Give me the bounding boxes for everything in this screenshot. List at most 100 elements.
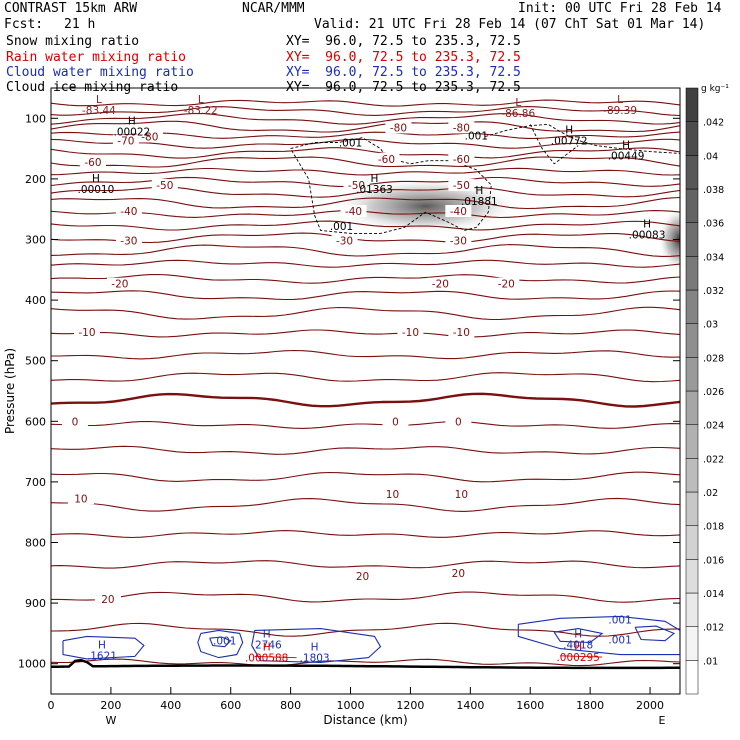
colorbar-tick-label: .022 — [703, 454, 724, 465]
y-tick-label: 600 — [25, 415, 46, 428]
temperature-contour — [51, 106, 680, 117]
contour-label-bg — [379, 488, 406, 501]
temperature-contour — [51, 112, 680, 125]
extremum-marker: H — [574, 629, 582, 641]
contour-label-bg — [445, 415, 472, 428]
y-tick-label: 1000 — [18, 658, 46, 671]
extremum-value: .4018 — [563, 640, 593, 652]
y-tick-label: 200 — [25, 173, 46, 186]
temperature-contour-label: -40 — [120, 206, 137, 218]
x-tick-label: 1200 — [396, 699, 424, 712]
x-tick-label: 200 — [100, 699, 121, 712]
colorbar-swatch — [685, 491, 699, 526]
temperature-contour-label: -40 — [450, 206, 467, 218]
plot-frame — [50, 87, 681, 695]
temperature-contour-label: 0 — [72, 416, 79, 428]
contour-label-bg — [448, 326, 475, 339]
temperature-contour — [51, 147, 680, 159]
extremum-marker: H — [565, 124, 573, 136]
extremum-marker: H — [574, 641, 582, 653]
contour-label-bg — [448, 121, 475, 134]
y-tick-label: 300 — [25, 234, 46, 247]
fcst-value: 21 h — [64, 17, 96, 32]
temperature-contour-label: -60 — [378, 154, 395, 166]
colorbar-tick-label: .01 — [703, 656, 718, 667]
colorbar-tick-label: .04 — [703, 151, 718, 162]
init-time: Init: 00 UTC Fri 28 Feb 14 — [518, 1, 722, 16]
colorbar-swatch — [685, 458, 699, 493]
contour-label-bg — [445, 566, 472, 579]
y-tick-label: 700 — [25, 476, 46, 489]
temperature-contour — [51, 591, 680, 603]
temperature-contour — [51, 273, 680, 284]
center-title: NCAR/MMM — [242, 1, 305, 16]
extremum-value: -83.44 — [82, 105, 116, 117]
x-tick-label: 600 — [220, 699, 241, 712]
colorbar-tick-label: .028 — [703, 353, 724, 364]
mixing-ratio-shade — [330, 178, 521, 235]
mixing-ratio-contour-label: .001 — [213, 636, 236, 648]
temperature-contour-label: -20 — [432, 279, 449, 291]
extremum-value: .000588 — [245, 652, 288, 664]
field-xy-rain: XY= 96.0, 72.5 to 235.3, 72.5 — [286, 50, 521, 65]
temperature-contour — [51, 658, 680, 667]
temperature-contour-label: -40 — [345, 206, 362, 218]
field-xy-snow: XY= 96.0, 72.5 to 235.3, 72.5 — [286, 34, 521, 49]
cloud-ice-contour — [485, 123, 680, 154]
contour-label-bg — [448, 178, 475, 191]
field-xy-cloud-water: XY= 96.0, 72.5 to 235.3, 72.5 — [286, 65, 521, 80]
extremum-marker: L — [96, 94, 102, 106]
colorbar-tick-label: .016 — [703, 555, 724, 566]
temperature-contour — [51, 244, 680, 257]
extremum-value: .00772 — [551, 135, 588, 147]
colorbar-swatch — [685, 660, 699, 695]
colorbar-swatch — [685, 222, 699, 257]
colorbar-tick-label: .03 — [703, 320, 718, 331]
y-axis-label: Pressure (hPa) — [3, 348, 17, 434]
cloud-water-contour — [517, 615, 680, 656]
temperature-contour — [51, 392, 680, 408]
extremum-value: -86.86 — [501, 108, 535, 120]
mixing-ratio-contour-label: .001 — [465, 130, 488, 142]
extremum-marker: H — [263, 641, 271, 653]
cloud-water-contour — [62, 635, 145, 660]
extremum-value: .00449 — [608, 151, 645, 163]
colorbar-swatch — [685, 87, 699, 122]
temperature-contour — [51, 120, 680, 133]
contour-label-bg — [493, 277, 520, 290]
temperature-contour-label: 20 — [356, 571, 369, 583]
y-tick-label: 400 — [25, 294, 46, 307]
contour-label-bg — [115, 205, 142, 218]
colorbar-tick-label: .018 — [703, 522, 724, 533]
temperature-contour-label: 0 — [392, 416, 399, 428]
temperature-contour-label: -50 — [348, 180, 365, 192]
extremum-value: .1803 — [300, 652, 330, 664]
extremum-marker: H — [311, 641, 319, 653]
contour-label-bg — [448, 488, 475, 501]
field-name-snow: Snow mixing ratio — [6, 34, 140, 49]
temperature-contour-label: 10 — [386, 489, 399, 501]
temperature-contour — [51, 220, 680, 231]
colorbar-swatch — [685, 424, 699, 459]
colorbar-swatch — [685, 626, 699, 661]
temperature-contour-label: -50 — [156, 180, 173, 192]
colorbar-swatch — [685, 289, 699, 324]
field-name-cloud-water: Cloud water mixing ratio — [6, 65, 194, 80]
y-tick-label: 100 — [25, 112, 46, 125]
contour-label-bg — [397, 326, 424, 339]
extremum-value: .00022 — [113, 126, 150, 138]
contour-label-bg — [112, 134, 139, 147]
temperature-contour — [51, 349, 680, 360]
model-title: CONTRAST 15km ARW — [4, 1, 138, 16]
rain-water-contour — [254, 655, 297, 659]
temperature-contour — [51, 290, 680, 301]
extremum-marker: H — [475, 185, 483, 197]
colorbar-tick-label: .012 — [703, 623, 724, 634]
temperature-contour — [51, 306, 680, 321]
extremum-value: .01363 — [356, 184, 393, 196]
temperature-contour-label: -30 — [450, 236, 467, 248]
y-tick-label: 800 — [25, 537, 46, 550]
contour-label-bg — [448, 152, 475, 165]
colorbar-swatch — [685, 559, 699, 594]
colorbar-tick-label: .038 — [703, 185, 724, 196]
